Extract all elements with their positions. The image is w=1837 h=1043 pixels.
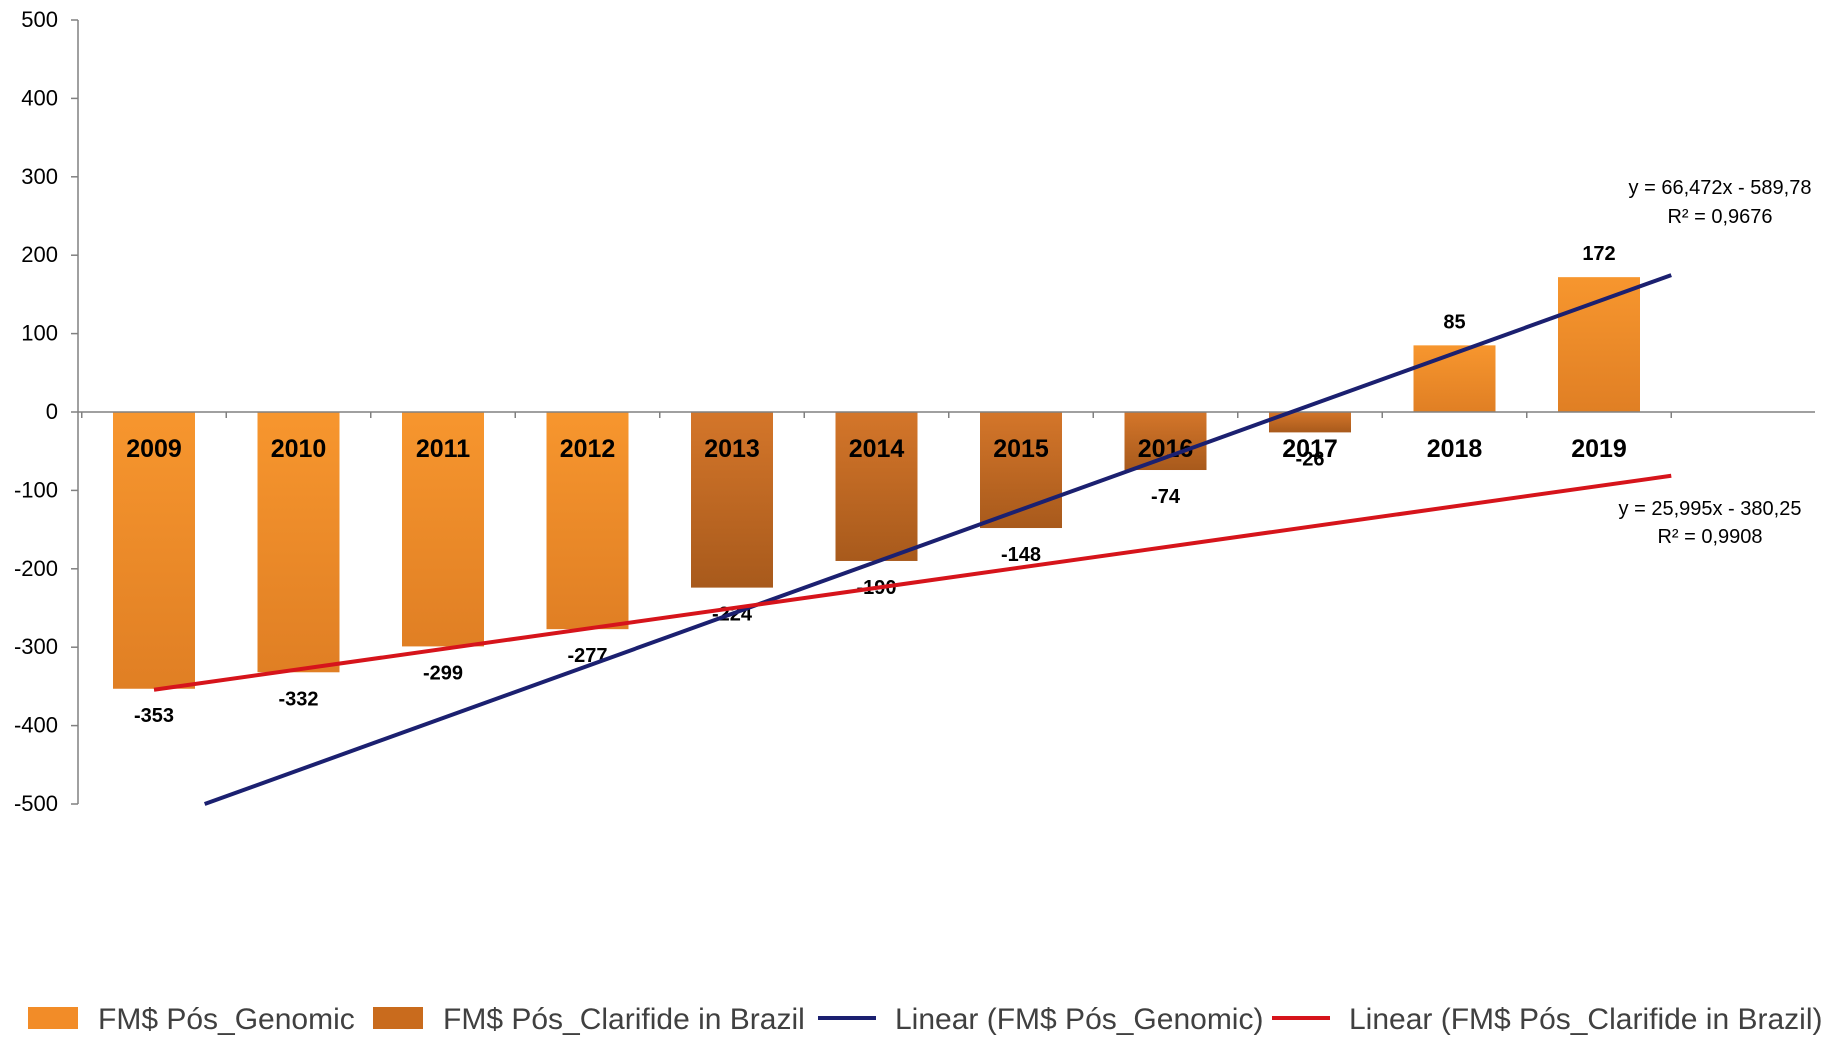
legend-label-3: Linear (FM$ Pós_Clarifide in Brazil)	[1349, 1003, 1823, 1036]
legend-label-0: FM$ Pós_Genomic	[98, 1003, 355, 1036]
data-label-2017: -26	[1296, 448, 1325, 470]
trendline-clarifide	[153, 473, 1672, 692]
data-label-2018: 85	[1443, 311, 1465, 333]
data-label-2011: -299	[423, 662, 463, 684]
bar-2016	[1124, 412, 1207, 471]
bar-2018	[1413, 345, 1496, 412]
x-tick-label-2018: 2018	[1427, 435, 1483, 463]
x-axis	[78, 411, 1815, 418]
bar-2014	[835, 412, 918, 561]
y-tick-label: 100	[21, 321, 58, 346]
data-label-2009: -353	[134, 705, 174, 727]
y-tick-label: -300	[14, 634, 58, 659]
x-tick-label-2017: 2017	[1282, 435, 1338, 463]
bar-2019	[1558, 277, 1640, 412]
y-tick-label: 300	[21, 164, 58, 189]
x-tick-label-2019: 2019	[1571, 435, 1627, 463]
x-tick-label-2015: 2015	[993, 435, 1049, 463]
category-labels: 2009 2010 2011 2012 2013 2014 2015 2016 2017 2018…	[126, 435, 1627, 463]
trendlines: y = 66,472x - 589,78 R² = 0,9676 y = 25,99…	[153, 177, 1812, 806]
data-label-2015: -148	[1001, 544, 1041, 566]
legend-swatch-1	[373, 1007, 423, 1029]
bars	[113, 277, 1640, 689]
y-axis: 500 400 300 200 100 0 -100 -200 -300 -400 -500	[14, 7, 79, 816]
x-tick-label-2012: 2012	[560, 435, 616, 463]
legend-swatch-0	[28, 1007, 78, 1029]
y-tick-label: -200	[14, 556, 58, 581]
trendline-clarifide-r2: R² = 0,9908	[1657, 526, 1762, 548]
legend-label-1: FM$ Pós_Clarifide in Brazil	[443, 1003, 805, 1036]
y-tick-label: -400	[14, 713, 58, 738]
y-tick-label: 400	[21, 85, 58, 110]
legend-label-2: Linear (FM$ Pós_Genomic)	[895, 1003, 1263, 1036]
x-tick-label-2013: 2013	[704, 435, 760, 463]
y-tick-label: -100	[14, 477, 58, 502]
trendline-clarifide-equation: y = 25,995x - 380,25	[1619, 498, 1802, 520]
y-tick-label: 500	[21, 7, 58, 32]
x-tick-label-2014: 2014	[849, 435, 905, 463]
bar-2012	[546, 412, 629, 630]
y-tick-label: -500	[14, 791, 58, 816]
bar-2013	[691, 412, 773, 588]
trendline-genomic-equation: y = 66,472x - 589,78	[1629, 177, 1812, 199]
data-label-2016: -74	[1151, 486, 1181, 508]
y-tick-label: 0	[46, 399, 58, 424]
bar-2010	[257, 412, 340, 673]
data-label-2010: -332	[278, 688, 318, 710]
trendline-genomic	[203, 273, 1672, 806]
bar-2017	[1269, 412, 1351, 433]
legend: FM$ Pós_Genomic FM$ Pós_Clarifide in Braz…	[28, 1003, 1823, 1036]
bar-2009	[113, 412, 195, 689]
bar-2011	[402, 412, 484, 647]
x-tick-label-2011: 2011	[416, 435, 470, 463]
data-label-2019: 172	[1582, 243, 1615, 265]
x-tick-label-2010: 2010	[271, 435, 327, 463]
y-tick-label: 200	[21, 242, 58, 267]
x-tick-label-2009: 2009	[126, 435, 182, 463]
trendline-genomic-r2: R² = 0,9676	[1667, 206, 1772, 228]
